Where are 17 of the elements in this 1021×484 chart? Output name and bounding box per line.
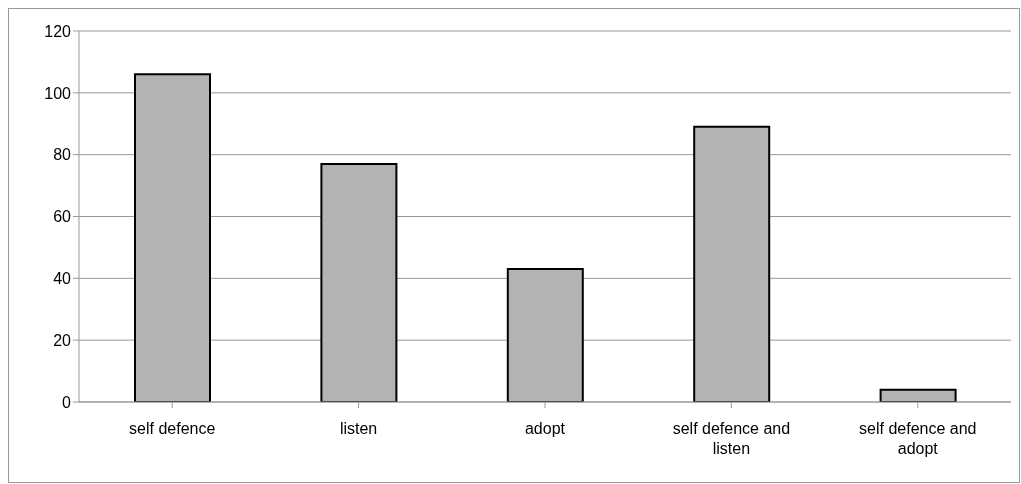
bar <box>506 268 584 402</box>
y-tick-label: 100 <box>44 84 72 102</box>
bar <box>134 73 211 402</box>
y-tick-label: 80 <box>53 146 72 164</box>
bar <box>693 125 771 402</box>
y-tick-label: 20 <box>53 331 72 349</box>
y-tick-label: 40 <box>53 270 72 288</box>
y-tick-label: 60 <box>53 208 72 226</box>
x-tick-label: self defence <box>129 420 216 438</box>
bar <box>879 388 957 402</box>
x-tick-label: self defence and adopt <box>859 420 977 457</box>
y-tick-label: 0 <box>62 393 72 411</box>
y-tick-label: 120 <box>44 22 72 40</box>
bar <box>320 162 398 402</box>
x-tick-label: listen <box>339 420 378 438</box>
x-tick-label: self defence and listen <box>672 420 791 457</box>
x-tick-label: adopt <box>524 420 566 438</box>
